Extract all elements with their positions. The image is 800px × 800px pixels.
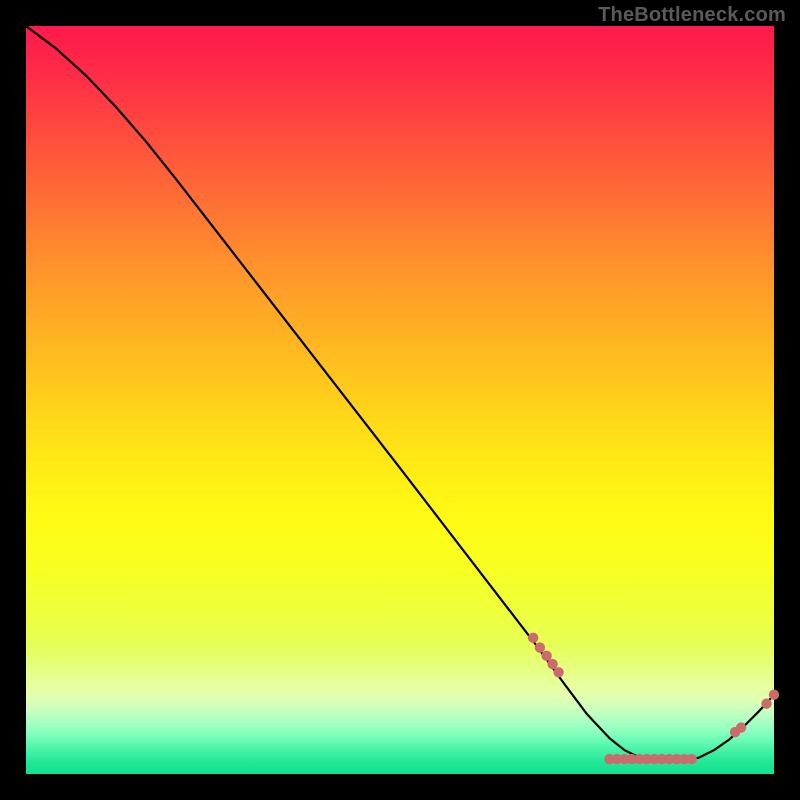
data-marker	[528, 633, 538, 643]
chart-container: TheBottleneck.com	[0, 0, 800, 800]
data-marker	[535, 642, 545, 652]
bottleneck-chart	[0, 0, 800, 800]
data-marker	[736, 722, 746, 732]
data-marker	[769, 690, 779, 700]
data-marker	[761, 698, 771, 708]
data-marker	[553, 667, 563, 677]
plot-background	[26, 26, 774, 774]
data-marker	[687, 754, 697, 764]
watermark-text: TheBottleneck.com	[598, 4, 786, 27]
